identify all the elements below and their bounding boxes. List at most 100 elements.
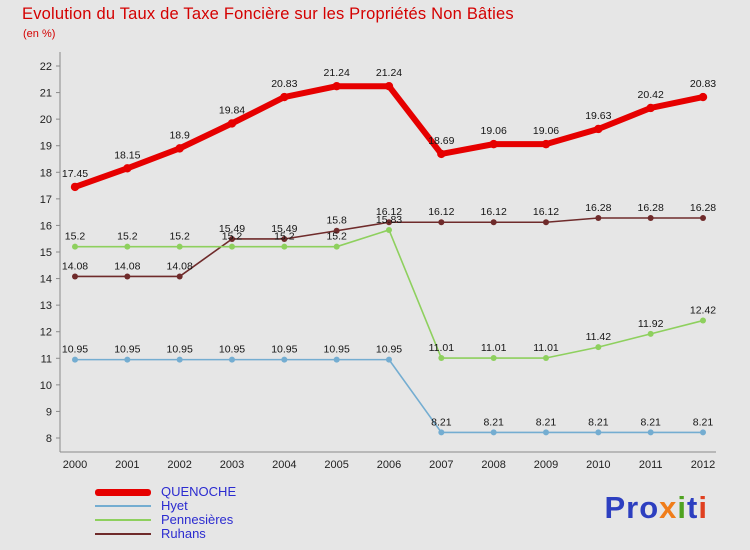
data-label-Hyet: 8.21 [431, 416, 452, 428]
logo-letter: o [639, 490, 660, 525]
x-tick-label: 2007 [429, 459, 453, 471]
legend-label-hyet: Hyet [161, 498, 188, 513]
y-tick-label: 12 [40, 327, 52, 339]
point-marker-Hyet [229, 356, 235, 363]
legend-label-pennesieres: Pennesières [161, 512, 234, 527]
x-tick-label: 2012 [691, 459, 715, 471]
legend-swatch-hyet [95, 505, 151, 507]
logo-letter: t [687, 490, 699, 525]
data-label-Ruhans: 16.12 [428, 206, 454, 218]
point-marker-QUENOCHE [70, 182, 80, 192]
data-label-Ruhans: 15.49 [219, 223, 245, 235]
point-marker-Hyet [543, 429, 549, 436]
point-marker-Ruhans [176, 273, 183, 280]
point-marker-QUENOCHE [541, 139, 551, 149]
data-label-QUENOCHE: 19.63 [585, 110, 611, 122]
point-marker-Ruhans [281, 235, 288, 242]
point-marker-Hyet [281, 356, 288, 363]
data-label-Ruhans: 15.49 [271, 223, 297, 235]
data-label-QUENOCHE: 19.84 [219, 104, 245, 116]
data-label-Ruhans: 16.12 [533, 206, 559, 218]
chart-subtitle: (en %) [23, 28, 56, 40]
point-marker-Hyet [124, 356, 131, 363]
x-tick-label: 2000 [63, 459, 87, 471]
x-tick-label: 2008 [481, 459, 505, 471]
data-label-QUENOCHE: 19.06 [481, 125, 507, 137]
data-label-Ruhans: 16.12 [376, 206, 402, 218]
data-label-Pennesières: 15.2 [117, 231, 138, 243]
data-label-Hyet: 10.95 [167, 344, 193, 356]
point-marker-Pennesières [229, 243, 235, 250]
data-label-QUENOCHE: 18.69 [428, 135, 454, 147]
point-marker-QUENOCHE [280, 92, 289, 102]
point-marker-QUENOCHE [175, 144, 184, 153]
data-label-Ruhans: 16.28 [690, 202, 716, 214]
point-marker-Pennesières [386, 226, 392, 233]
legend-swatch-quenoche [95, 488, 151, 496]
point-marker-Hyet [176, 356, 183, 363]
data-label-Ruhans: 14.08 [114, 260, 140, 272]
point-marker-Pennesières [438, 355, 445, 362]
data-label-Hyet: 8.21 [483, 416, 504, 428]
point-marker-QUENOCHE [646, 103, 655, 113]
legend-item-ruhans: Ruhans [95, 527, 236, 541]
data-label-Pennesières: 15.2 [222, 231, 243, 243]
point-marker-Ruhans [700, 214, 706, 221]
point-marker-Ruhans [438, 219, 445, 226]
x-tick-label: 2002 [167, 459, 191, 471]
legend-item-quenoche: QUENOCHE [95, 485, 236, 499]
legend-swatch-ruhans [95, 533, 151, 535]
data-label-Pennesières: 15.2 [274, 231, 295, 243]
point-marker-Ruhans [543, 219, 549, 226]
point-marker-Ruhans [647, 214, 654, 221]
data-label-Pennesières: 12.42 [690, 305, 716, 317]
y-tick-label: 8 [46, 433, 52, 445]
y-tick-label: 13 [40, 300, 52, 312]
point-marker-QUENOCHE [123, 164, 132, 173]
data-label-QUENOCHE: 21.24 [376, 67, 402, 79]
point-marker-Ruhans [490, 219, 497, 226]
data-label-QUENOCHE: 20.42 [638, 89, 664, 101]
data-label-Ruhans: 14.08 [167, 260, 193, 272]
data-label-Ruhans: 16.12 [481, 206, 507, 218]
point-marker-Pennesières [72, 243, 78, 250]
y-tick-label: 20 [40, 114, 52, 126]
y-tick-label: 17 [40, 194, 52, 206]
y-tick-label: 14 [40, 274, 52, 286]
legend-swatch-pennesieres [95, 519, 151, 521]
point-marker-Hyet [438, 429, 445, 436]
y-tick-label: 16 [40, 220, 52, 232]
data-label-Pennesières: 15.2 [65, 231, 86, 243]
point-marker-Hyet [490, 429, 497, 436]
point-marker-Hyet [386, 356, 392, 363]
point-marker-Pennesières [176, 243, 183, 250]
y-tick-label: 9 [46, 406, 52, 418]
data-label-Ruhans: 14.08 [62, 260, 88, 272]
logo-letter: P [604, 490, 627, 525]
data-label-QUENOCHE: 18.9 [169, 129, 190, 141]
legend-item-pennesieres: Pennesières [95, 513, 236, 527]
point-marker-Hyet [595, 429, 602, 436]
x-tick-label: 2006 [377, 459, 401, 471]
x-tick-label: 2010 [586, 459, 610, 471]
y-tick-label: 15 [40, 247, 52, 259]
data-label-Hyet: 10.95 [114, 344, 140, 356]
legend-item-hyet: Hyet [95, 499, 236, 513]
legend-label-quenoche: QUENOCHE [161, 484, 237, 499]
point-marker-Pennesières [124, 243, 131, 250]
point-marker-QUENOCHE [489, 139, 498, 149]
data-label-QUENOCHE: 20.83 [690, 78, 716, 90]
data-label-Hyet: 10.95 [376, 344, 402, 356]
point-marker-Pennesières [333, 243, 340, 250]
point-marker-Pennesières [595, 344, 602, 351]
data-label-Hyet: 10.95 [62, 344, 88, 356]
series-line-Hyet [74, 358, 704, 434]
y-tick-label: 18 [40, 167, 52, 179]
legend-label-ruhans: Ruhans [161, 526, 206, 541]
chart-legend: QUENOCHE Hyet Pennesières Ruhans [95, 485, 236, 541]
data-label-Pennesières: 11.01 [533, 342, 559, 354]
x-tick-label: 2001 [115, 459, 139, 471]
x-tick-label: 2011 [639, 459, 663, 471]
